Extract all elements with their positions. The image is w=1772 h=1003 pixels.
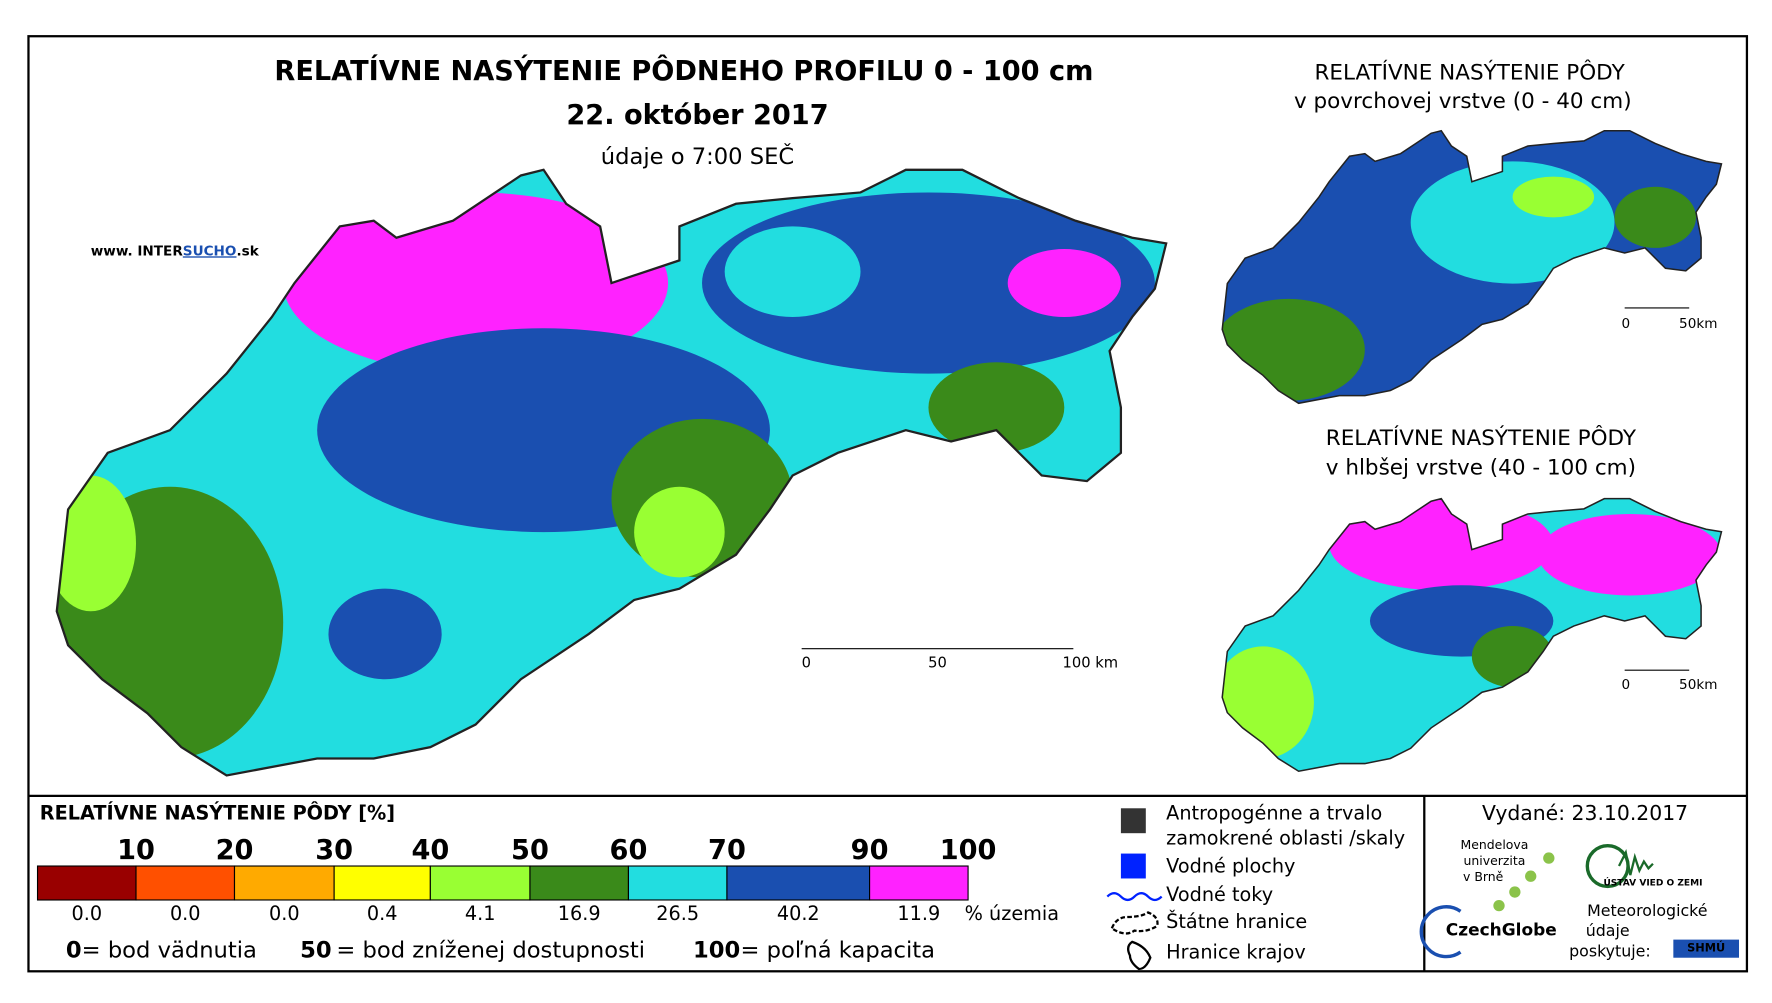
legend-threshold: 100	[940, 835, 997, 866]
shmu: SHMÚ	[1687, 941, 1725, 955]
website-prefix: www. INTER	[91, 243, 184, 259]
logo-dot	[1509, 886, 1521, 898]
symbol-label: zamokrené oblasti /skaly	[1166, 826, 1405, 849]
legend-swatch	[36, 865, 137, 901]
symbol-label: Hranice krajov	[1166, 941, 1306, 964]
legend-threshold: 30	[315, 835, 353, 866]
legend-threshold: 60	[610, 835, 648, 866]
symbol-urban	[1120, 808, 1146, 834]
czechglobe-logo	[1419, 905, 1462, 959]
inset-subtitle: v povrchovej vrstve (0 - 40 cm)	[1294, 89, 1632, 114]
scale-label: 50km	[1679, 677, 1717, 693]
map-title: RELATÍVNE NASÝTENIE PÔDNEHO PROFILU 0 - …	[274, 55, 1093, 87]
legend-threshold: 10	[117, 835, 155, 866]
legend-threshold: 70	[708, 835, 746, 866]
institute-logo	[1617, 848, 1654, 876]
inset-title: RELATÍVNE NASÝTENIE PÔDY	[1326, 425, 1637, 451]
scale-label: 0	[802, 654, 811, 671]
symbol-region	[1127, 940, 1152, 971]
symbol-water	[1120, 853, 1146, 879]
symbol-river	[1106, 892, 1163, 902]
symbol-border	[1110, 911, 1159, 935]
legend-swatch	[726, 865, 871, 901]
credit: Mendelova	[1461, 837, 1529, 852]
note-value: 50	[300, 937, 332, 963]
inset-subtitle: v hlbšej vrstve (40 - 100 cm)	[1326, 456, 1636, 481]
legend-swatch	[529, 865, 630, 901]
map-date: 22. október 2017	[566, 100, 828, 131]
legend-share: 16.9	[558, 902, 601, 925]
legend-swatch	[333, 865, 431, 901]
legend-share: 0.0	[170, 902, 201, 925]
scale-label: 50	[928, 654, 947, 671]
credit: Meteorologické	[1587, 901, 1707, 920]
note-text: = bod zníženej dostupnosti	[336, 937, 645, 963]
institute: ÚSTAV VIED O ZEMI	[1603, 877, 1702, 889]
note-value: 100	[693, 937, 740, 963]
legend-swatch	[627, 865, 728, 901]
credit: údaje	[1586, 921, 1630, 940]
note-text: = bod vädnutia	[82, 937, 257, 963]
website: www. INTERSUCHO.sk	[91, 243, 260, 259]
czechglobe: CzechGlobe	[1446, 921, 1557, 941]
credit: univerzita	[1464, 853, 1526, 868]
legend-share: 0.0	[269, 902, 300, 925]
symbol-label: Vodné plochy	[1166, 855, 1295, 878]
legend-share: 11.9	[897, 902, 940, 925]
legend-unit: % územia	[965, 902, 1059, 925]
scale-label: 50km	[1679, 316, 1717, 332]
symbol-label: Antropogénne a trvalo	[1166, 801, 1382, 824]
website-highlight: SUCHO	[183, 243, 237, 259]
legend-threshold: 50	[511, 835, 549, 866]
credit: poskytuje:	[1569, 942, 1651, 961]
issued: Vydané: 23.10.2017	[1482, 801, 1688, 825]
symbol-label: Štátne hranice	[1166, 909, 1307, 933]
legend-share: 0.0	[71, 902, 102, 925]
inset-title: RELATÍVNE NASÝTENIE PÔDY	[1314, 60, 1625, 86]
legend-title: RELATÍVNE NASÝTENIE PÔDY [%]	[40, 800, 395, 824]
logo-dot	[1543, 852, 1555, 864]
legend-share: 0.4	[367, 902, 398, 925]
website-suffix: .sk	[236, 243, 259, 259]
shmu-logo	[1673, 939, 1740, 958]
legend-swatch	[869, 865, 969, 901]
map-time: údaje o 7:00 SEČ	[601, 142, 794, 170]
scale-label: 0	[1621, 316, 1630, 332]
legend-share: 4.1	[465, 902, 496, 925]
scale-label: 0	[1621, 677, 1630, 693]
logo-dot	[1525, 870, 1537, 882]
scale-label: 100 km	[1063, 654, 1119, 671]
symbol-label: Vodné toky	[1166, 883, 1273, 906]
legend-threshold: 40	[411, 835, 449, 866]
legend-share: 40.2	[777, 902, 820, 925]
note-text: = poľná kapacita	[741, 937, 935, 963]
legend-swatch	[233, 865, 335, 901]
credit: v Brně	[1463, 869, 1503, 884]
legend-threshold: 90	[851, 835, 889, 866]
legend-swatch	[429, 865, 531, 901]
legend-threshold: 20	[216, 835, 254, 866]
note-value: 0	[66, 937, 82, 963]
legend-share: 26.5	[656, 902, 699, 925]
logo-dot	[1493, 899, 1505, 912]
legend-swatch	[135, 865, 236, 901]
